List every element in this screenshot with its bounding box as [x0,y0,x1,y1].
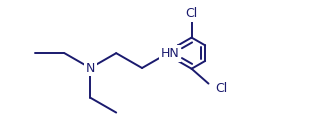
Text: HN: HN [160,47,179,60]
Text: Cl: Cl [215,82,228,95]
Text: Cl: Cl [185,7,198,20]
Text: N: N [86,62,95,75]
